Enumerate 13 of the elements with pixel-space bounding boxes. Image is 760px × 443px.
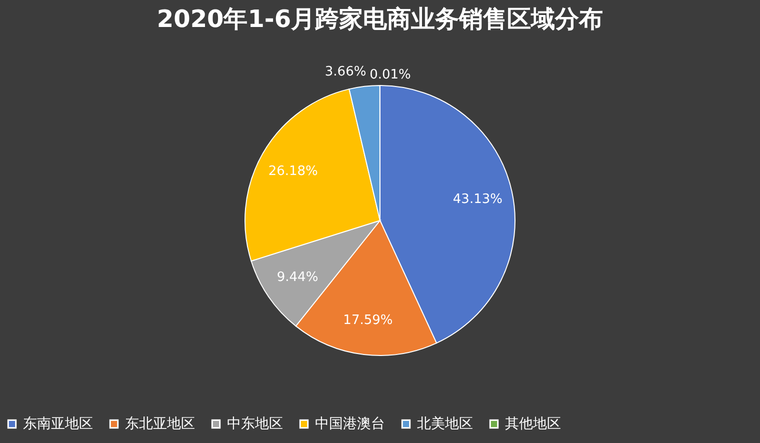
data-label: 9.44%	[276, 270, 318, 286]
legend-label: 北美地区	[417, 416, 473, 432]
data-label: 43.13%	[452, 192, 502, 208]
data-label: 17.59%	[343, 312, 393, 328]
data-label: 26.18%	[268, 164, 318, 179]
legend-label: 东北亚地区	[125, 416, 195, 432]
chart-title: 2020年1-6月跨家电商业务销售区域分布	[156, 5, 604, 33]
legend-label: 东南亚地区	[23, 416, 93, 432]
legend-label: 中东地区	[227, 416, 283, 432]
legend-label: 其他地区	[505, 416, 561, 432]
legend-label: 中国港澳台	[315, 416, 385, 432]
data-label: 0.01%	[370, 67, 411, 82]
data-label: 3.66%	[324, 64, 366, 80]
